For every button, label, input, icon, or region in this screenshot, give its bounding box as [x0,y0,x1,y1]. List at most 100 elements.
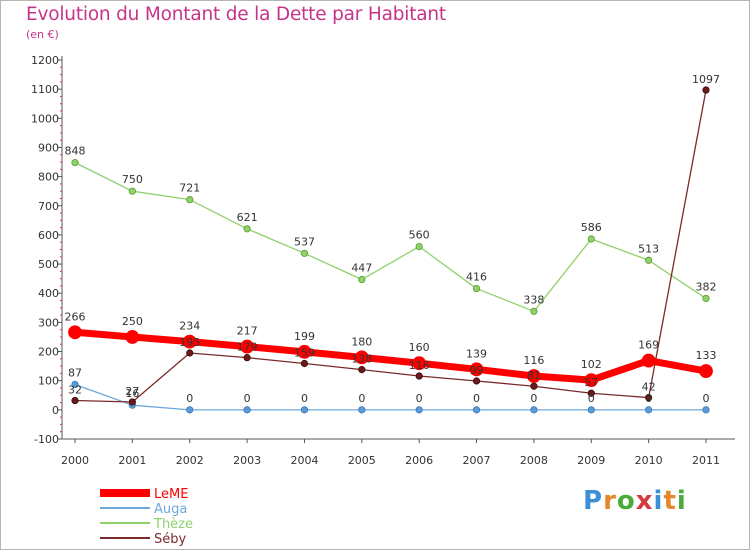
data-point [530,307,538,315]
x-tick-label: 2009 [577,454,605,467]
y-tick-label: 1100 [31,83,59,96]
data-label: 721 [179,182,200,195]
data-point [300,249,309,257]
x-tick-label: 2003 [233,454,261,467]
y-tick-label: -100 [34,433,59,446]
series-line-auga [74,383,707,411]
legend-label-thèze: Thèze [153,517,193,532]
data-label: 217 [237,325,258,338]
data-point [71,396,79,405]
data-point [587,389,595,397]
data-label: 266 [65,310,86,323]
data-label: 586 [581,221,602,234]
data-point [584,373,599,388]
data-point [186,406,194,414]
x-tick-label: 2008 [520,454,548,467]
data-point [702,406,710,414]
data-point [645,256,653,264]
series-line-thèze [74,161,707,312]
data-label: 179 [237,341,258,354]
data-label: 169 [638,339,659,352]
data-point [358,275,366,284]
data-point [186,349,194,357]
x-tick-label: 2005 [348,454,376,467]
data-label: 116 [409,359,430,372]
data-point [530,382,538,390]
y-tick-label: 900 [38,141,59,154]
data-point [300,406,309,414]
data-label: 537 [294,235,315,248]
y-tick-label: 700 [38,200,59,213]
data-point [186,196,194,204]
data-label: 1097 [692,73,720,86]
legend-label-séby: Séby [154,532,187,547]
logo-letter: t [663,486,677,516]
data-point [297,344,312,359]
data-point [412,356,427,371]
data-label: 750 [122,173,143,186]
data-label: 513 [638,242,659,255]
data-point [587,406,595,414]
data-label: 16 [125,387,139,400]
x-tick-label: 2001 [118,454,146,467]
data-label: 0 [473,392,480,405]
data-label: 87 [68,366,82,379]
data-point [128,398,136,406]
data-label: 42 [642,381,656,394]
data-point [415,242,423,251]
data-point [530,406,538,414]
data-label: 338 [523,293,544,306]
data-label: 102 [581,358,602,371]
y-tick-label: 100 [38,375,59,388]
data-point [645,406,653,414]
data-label: 0 [530,392,537,405]
logo-letter: i [653,486,664,516]
data-label: 447 [351,262,372,275]
series-line-séby [74,89,707,403]
data-label: 139 [466,347,487,360]
data-point [699,364,713,378]
data-point [472,406,481,414]
data-point [645,394,653,402]
data-point [472,284,481,293]
logo-letter: i [676,486,687,516]
logo-letter: P [583,486,604,516]
x-tick-label: 2000 [61,454,89,467]
data-label: 195 [179,336,200,349]
data-point [68,325,82,340]
data-point [472,377,481,385]
data-label: 0 [645,392,652,405]
data-point [128,187,136,195]
y-tick-label: 800 [38,171,59,184]
data-label: 0 [186,392,193,405]
data-point [300,359,309,368]
legend-label-leme: LeME [154,487,188,502]
data-label: 382 [696,280,717,293]
logo-letter: r [603,486,617,516]
x-tick-label: 2007 [463,454,491,467]
data-point [587,235,595,243]
data-label: 199 [294,330,315,343]
data-point [641,353,656,368]
proxiti-logo: Proxiti [583,486,687,516]
y-tick-label: 600 [38,229,59,242]
y-tick-label: 500 [38,258,59,271]
data-label: 160 [409,341,430,354]
data-point [71,159,79,167]
data-point [71,380,79,389]
data-point [702,294,710,303]
data-label: 180 [351,335,372,348]
data-point [125,330,140,344]
data-point [415,372,423,380]
data-label: 0 [703,392,710,405]
y-tick-label: 1000 [31,112,59,125]
y-tick-label: 0 [52,404,59,417]
data-label: 621 [237,211,258,224]
data-label: 159 [294,346,315,359]
data-label: 250 [122,315,143,328]
y-tick-label: 200 [38,346,59,359]
x-tick-label: 2002 [176,454,204,467]
data-label: 0 [358,392,365,405]
data-label: 81 [527,369,541,382]
